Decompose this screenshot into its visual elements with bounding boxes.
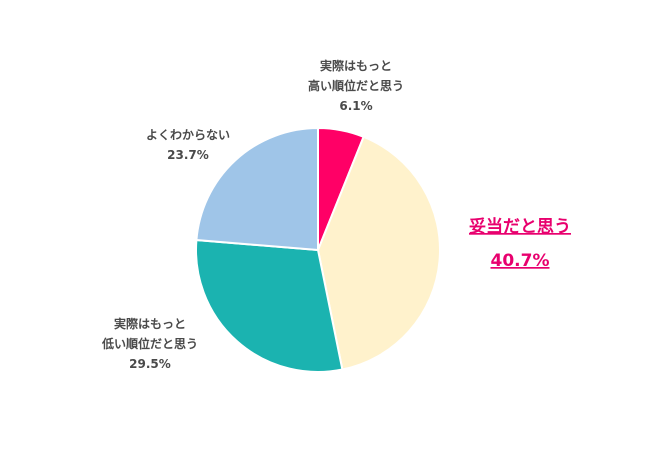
slice-category-label: 実際はもっと [114, 316, 186, 331]
pie-slice-2 [316, 135, 441, 371]
slice-category-label: 低い順位だと思う [101, 336, 198, 351]
slice-label-1: 実際はもっと高い順位だと思う 6.1% [308, 58, 404, 113]
slice-value-label: 23.7% [167, 148, 209, 162]
slice-category-label: 高い順位だと思う [308, 78, 404, 93]
slice-category-label: 妥当だと思う [469, 216, 571, 237]
slice-category-label: 実際はもっと [320, 58, 392, 73]
slice-label-2: 妥当だと思う 40.7% [469, 216, 571, 271]
slice-value-label: 40.7% [491, 251, 550, 271]
pie-slice-4 [195, 126, 319, 252]
pie-slice-3 [195, 238, 344, 373]
slice-value-label: 6.1% [339, 99, 372, 113]
slice-label-4: よくわからない 23.7% [146, 128, 230, 162]
pie-slices [195, 126, 441, 373]
slice-value-label: 29.5% [129, 357, 171, 371]
slice-label-3: 実際はもっと低い順位だと思う 29.5% [101, 316, 198, 371]
pie-labels: 実際はもっと高い順位だと思う 6.1%妥当だと思う 40.7%実際はもっと低い順位だ… [101, 58, 571, 371]
slice-category-label: よくわからない [146, 128, 230, 142]
